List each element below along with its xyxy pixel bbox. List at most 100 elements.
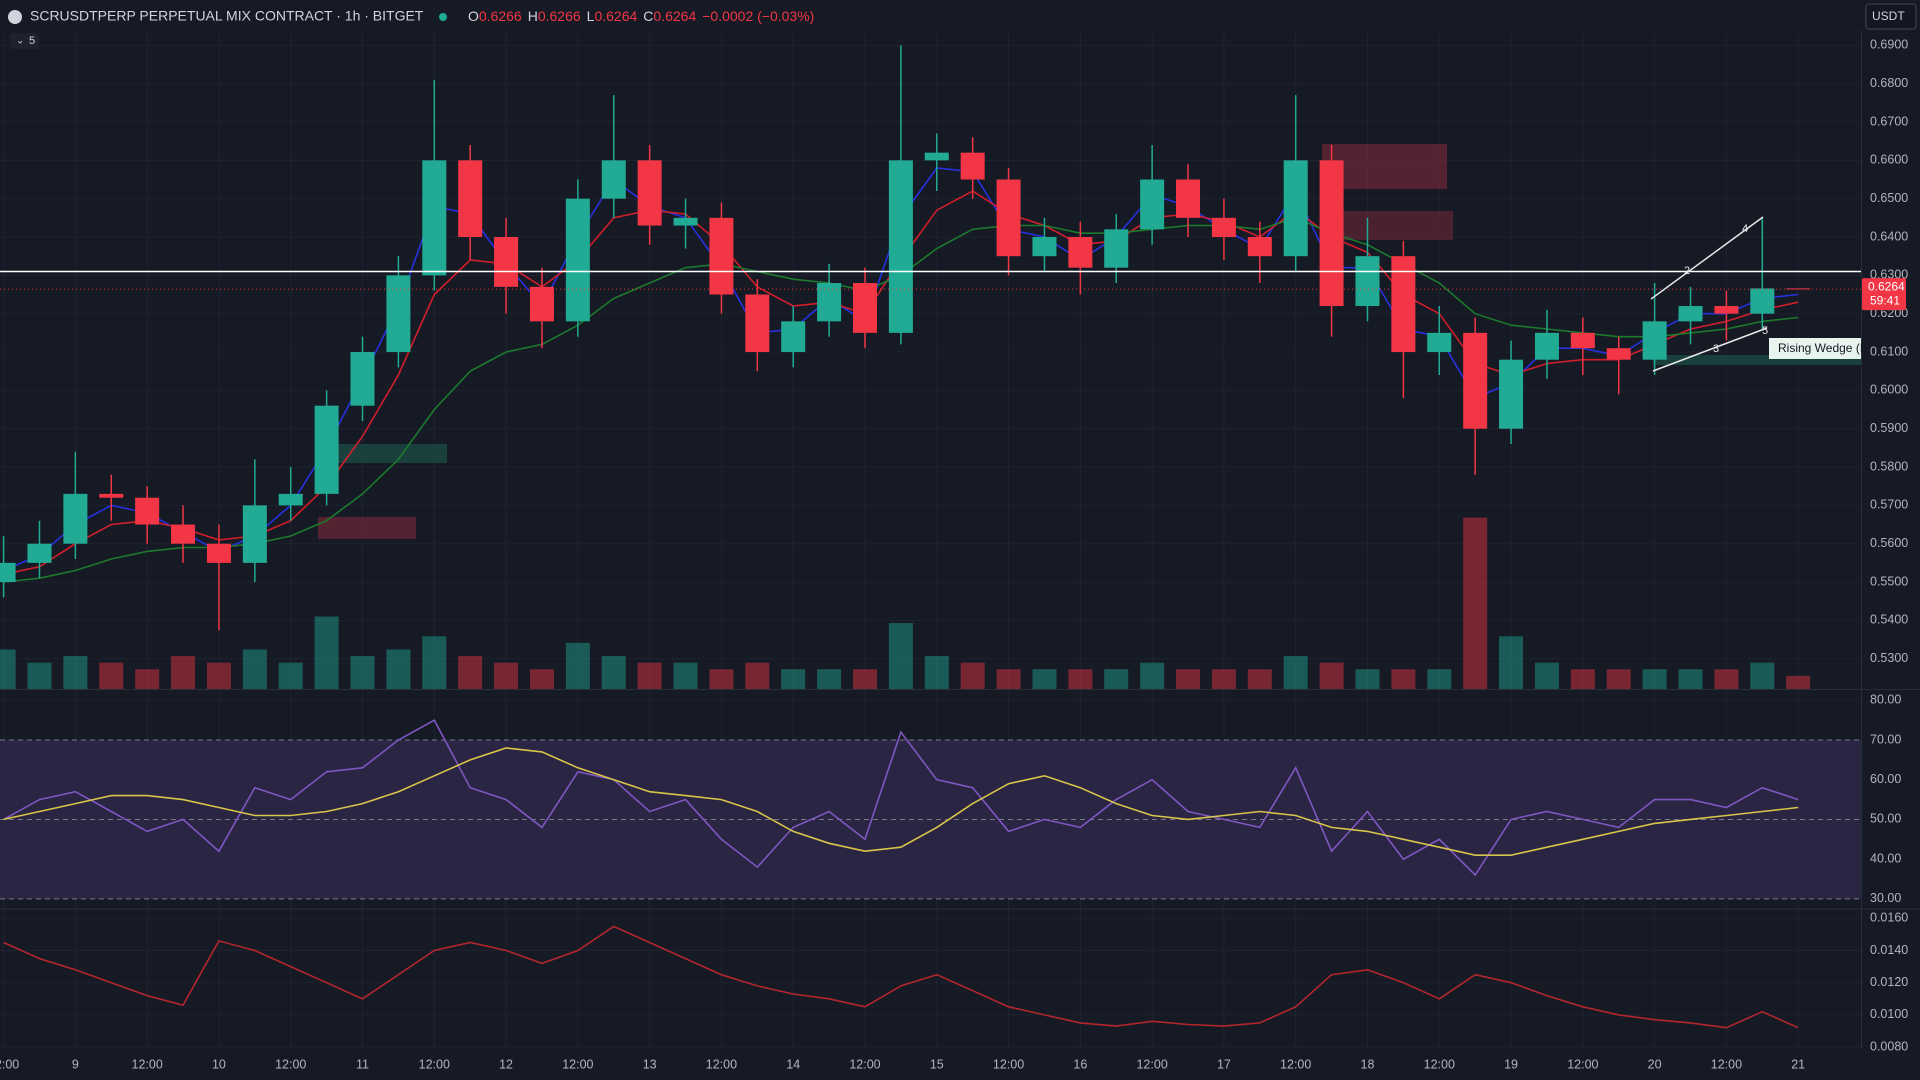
- candle-body: [709, 217, 734, 295]
- ohlc-legend: O0.6266 H0.6266 L0.6264 C0.6264 −0.0002 (−0.…: [468, 8, 814, 24]
- y-tick-label: 0.6300: [1870, 268, 1908, 282]
- candle-body: [601, 160, 626, 199]
- volume-bar: [1750, 662, 1775, 689]
- axes: 0.5300 0.5400 0.5500 0.5600 0.5700 0.5800 0.59…: [0, 38, 1908, 1072]
- y-tick-label: 0.6800: [1870, 76, 1908, 90]
- candle-body: [0, 562, 16, 583]
- y-tick-label: 0.0160: [1870, 911, 1908, 925]
- candle-body: [924, 152, 949, 161]
- volume-bar: [601, 656, 626, 689]
- candle-body: [242, 505, 267, 563]
- candle-body: [278, 493, 303, 506]
- ohlc-value: 0.6264: [653, 8, 696, 24]
- volume-bar: [673, 662, 698, 689]
- volume-bar: [1032, 669, 1057, 689]
- indicator-toggle[interactable]: [10, 33, 39, 49]
- symbol-title[interactable]: SCRUSDTPERP PERPETUAL MIX CONTRACT · 1h …: [30, 8, 424, 24]
- volume-bar: [63, 656, 88, 689]
- wedge-pattern: [1650, 216, 1768, 372]
- candle-body: [350, 352, 375, 406]
- candle-body: [996, 179, 1021, 257]
- wedge-point: 2: [1684, 265, 1690, 277]
- y-tick-label: 60.00: [1870, 772, 1901, 786]
- volume-bar: [422, 636, 447, 689]
- candle-body: [1140, 179, 1165, 230]
- volume-bar: [458, 656, 483, 689]
- volume-bar: [1606, 669, 1631, 689]
- volume-bar: [1427, 669, 1452, 689]
- volume-bar: [1104, 669, 1129, 689]
- candle-body: [99, 493, 124, 498]
- candle-body: [1247, 237, 1272, 257]
- volume-bar: [852, 669, 877, 689]
- y-tick-label: 40.00: [1870, 851, 1901, 865]
- x-tick-label: 21: [1791, 1057, 1805, 1071]
- candle-body: [852, 283, 877, 333]
- candle-body: [1642, 321, 1667, 360]
- ohlc-value: 0.6266: [538, 8, 581, 24]
- candle-body: [1678, 306, 1703, 322]
- volume-bar: [565, 642, 590, 689]
- candle-body: [206, 543, 231, 563]
- candle-body: [1750, 288, 1775, 314]
- volume-bar: [0, 649, 16, 689]
- ohlc-value: 0.6264: [594, 8, 637, 24]
- candle-body: [1355, 256, 1380, 307]
- countdown-label: 59:41: [1870, 293, 1900, 307]
- candle-body: [1534, 332, 1559, 360]
- candle-body: [1319, 160, 1344, 307]
- wedge-point: 3: [1713, 343, 1719, 355]
- volume-bar: [386, 649, 411, 689]
- volume-bar: [1247, 669, 1272, 689]
- volume-bar: [171, 656, 196, 689]
- y-tick-label: 0.6600: [1870, 153, 1908, 167]
- x-tick-label: 19: [1504, 1057, 1518, 1071]
- candle-body: [1104, 229, 1129, 268]
- candle-body: [1176, 179, 1201, 218]
- last-price-box: [1862, 278, 1906, 311]
- volume-bar: [1140, 662, 1165, 689]
- x-tick-label: 12:00: [275, 1057, 306, 1071]
- y-tick-label: 50.00: [1870, 812, 1901, 826]
- pattern-label-box: [1769, 338, 1861, 359]
- ohlc-key: C: [643, 8, 653, 24]
- candle-body: [422, 160, 447, 276]
- y-tick-label: 80.00: [1870, 693, 1901, 707]
- x-tick-label: 12:00: [1424, 1057, 1455, 1071]
- wedge-line: [1650, 216, 1764, 300]
- volume-bar: [314, 616, 339, 689]
- x-tick-label: 15: [930, 1057, 944, 1071]
- candle-body: [1068, 237, 1093, 268]
- demand-zone: [1653, 355, 1861, 365]
- demand-zone: [324, 444, 447, 463]
- volume-bar: [99, 662, 124, 689]
- indicator-count[interactable]: 5: [29, 35, 35, 47]
- x-tick-label: 13: [643, 1057, 657, 1071]
- y-tick-label: 0.6700: [1870, 114, 1908, 128]
- candle-body: [781, 321, 806, 353]
- volume-bar: [1534, 662, 1559, 689]
- candle-body: [745, 294, 770, 353]
- x-tick-label: 12:00: [706, 1057, 737, 1071]
- collapse-icon[interactable]: ⌄: [16, 36, 24, 47]
- indicator-pane: [3, 925, 1799, 1029]
- volume-bar: [1570, 669, 1595, 689]
- candle-body: [1499, 359, 1524, 429]
- y-tick-label: 0.0100: [1870, 1007, 1908, 1021]
- x-tick-label: 16: [1073, 1057, 1087, 1071]
- y-tick-label: 0.0120: [1870, 975, 1908, 989]
- volume-bar: [1714, 669, 1739, 689]
- candle-body: [1283, 160, 1308, 257]
- volume-bar: [745, 662, 770, 689]
- candle-body: [63, 493, 88, 544]
- ohlc-key: H: [528, 8, 538, 24]
- x-tick-label: 12:00: [1711, 1057, 1742, 1071]
- candle-body: [135, 497, 160, 525]
- currency-label[interactable]: USDT: [1872, 9, 1905, 23]
- indicator-line: [3, 747, 1799, 856]
- currency-button[interactable]: [1865, 3, 1917, 30]
- ohlc-key: L: [587, 8, 595, 24]
- volume-bar: [960, 662, 985, 689]
- indicator-line: [3, 719, 1799, 877]
